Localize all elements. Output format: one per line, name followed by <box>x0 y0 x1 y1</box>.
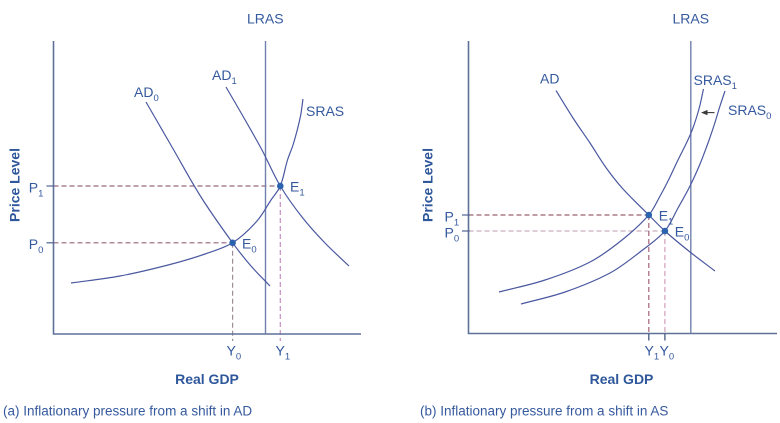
svg-text:P0: P0 <box>29 236 44 256</box>
svg-text:Y1: Y1 <box>276 343 291 363</box>
svg-text:E1: E1 <box>659 208 674 228</box>
svg-text:Price Level: Price Level <box>419 148 435 222</box>
svg-text:SRAS1: SRAS1 <box>694 72 737 92</box>
svg-text:LRAS: LRAS <box>673 11 710 27</box>
svg-text:Y0: Y0 <box>660 343 675 363</box>
svg-text:P1: P1 <box>29 180 44 200</box>
svg-text:SRAS: SRAS <box>306 103 344 119</box>
svg-text:(a) Inflationary pressure from: (a) Inflationary pressure from a shift i… <box>3 403 252 418</box>
svg-text:AD1: AD1 <box>212 67 237 87</box>
svg-text:Y1: Y1 <box>645 343 660 363</box>
svg-text:(b) Inflationary pressure from: (b) Inflationary pressure from a shift i… <box>420 403 668 418</box>
svg-text:E1: E1 <box>290 179 305 199</box>
svg-text:E0: E0 <box>242 236 257 256</box>
svg-text:Price Level: Price Level <box>6 148 22 222</box>
svg-text:AD: AD <box>540 71 559 87</box>
svg-text:SRAS0: SRAS0 <box>728 102 771 122</box>
svg-text:Real GDP: Real GDP <box>590 371 654 387</box>
svg-text:AD0: AD0 <box>134 84 159 104</box>
svg-text:Real GDP: Real GDP <box>175 371 239 387</box>
svg-text:Y0: Y0 <box>227 343 242 363</box>
svg-text:E0: E0 <box>675 224 690 244</box>
svg-text:LRAS: LRAS <box>247 11 284 27</box>
